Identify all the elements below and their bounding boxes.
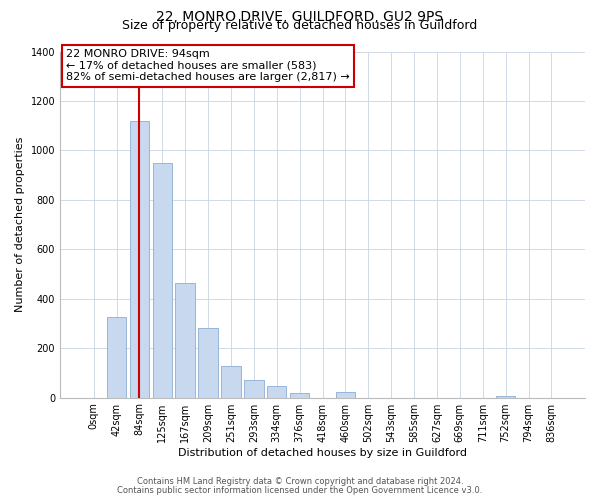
Bar — [496, 396, 515, 398]
Bar — [221, 366, 241, 398]
Text: Size of property relative to detached houses in Guildford: Size of property relative to detached ho… — [122, 19, 478, 32]
Bar — [335, 392, 355, 398]
Bar — [107, 317, 126, 398]
Text: Contains HM Land Registry data © Crown copyright and database right 2024.: Contains HM Land Registry data © Crown c… — [137, 477, 463, 486]
Bar — [130, 120, 149, 398]
Text: 22, MONRO DRIVE, GUILDFORD, GU2 9PS: 22, MONRO DRIVE, GUILDFORD, GU2 9PS — [157, 10, 443, 24]
X-axis label: Distribution of detached houses by size in Guildford: Distribution of detached houses by size … — [178, 448, 467, 458]
Bar — [244, 380, 263, 398]
Text: Contains public sector information licensed under the Open Government Licence v3: Contains public sector information licen… — [118, 486, 482, 495]
Text: 22 MONRO DRIVE: 94sqm
← 17% of detached houses are smaller (583)
82% of semi-det: 22 MONRO DRIVE: 94sqm ← 17% of detached … — [66, 49, 350, 82]
Y-axis label: Number of detached properties: Number of detached properties — [15, 137, 25, 312]
Bar — [152, 162, 172, 398]
Bar — [290, 392, 310, 398]
Bar — [267, 386, 286, 398]
Bar — [199, 328, 218, 398]
Bar — [175, 282, 195, 398]
